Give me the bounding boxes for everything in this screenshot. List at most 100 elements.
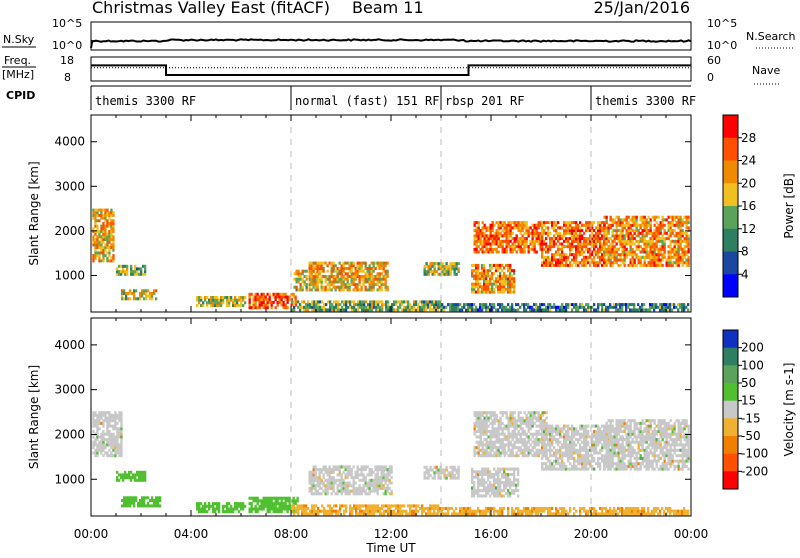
velocity-cell xyxy=(553,427,555,430)
velocity-cell xyxy=(500,441,502,444)
power-cell xyxy=(484,237,486,240)
velocity-cell xyxy=(543,430,545,433)
power-cell xyxy=(612,218,614,221)
power-cell xyxy=(595,253,597,256)
velocity-cell xyxy=(257,508,259,511)
colorbar-tick-label: 24 xyxy=(741,154,756,168)
power-cell xyxy=(632,264,634,267)
power-cell xyxy=(108,259,110,262)
power-cell xyxy=(509,288,511,291)
power-cell xyxy=(607,306,609,309)
velocity-cell xyxy=(508,454,510,457)
velocity-cell xyxy=(389,473,391,476)
power-cell xyxy=(321,278,323,281)
velocity-cell xyxy=(435,504,437,507)
power-cell xyxy=(662,234,664,237)
velocity-cell xyxy=(454,474,456,477)
colorbar-label: Power [dB] xyxy=(782,173,796,238)
power-cell xyxy=(541,243,543,246)
power-cell xyxy=(92,254,94,257)
power-cell xyxy=(545,256,547,259)
power-cell xyxy=(684,256,686,259)
power-cell xyxy=(343,303,345,306)
velocity-cell xyxy=(426,466,428,469)
velocity-cell xyxy=(114,427,116,430)
velocity-cell xyxy=(485,468,487,471)
velocity-cell xyxy=(102,435,104,438)
date-label: 25/Jan/2016 xyxy=(593,0,690,17)
velocity-cell xyxy=(359,479,361,482)
power-cell xyxy=(317,275,319,278)
velocity-cell xyxy=(267,510,269,513)
power-cell xyxy=(653,303,655,306)
power-cell xyxy=(551,261,553,264)
power-cell xyxy=(249,304,251,307)
power-cell xyxy=(110,209,112,212)
velocity-cell xyxy=(343,482,345,485)
velocity-cell xyxy=(482,411,484,414)
power-cell xyxy=(634,264,636,267)
power-cell xyxy=(541,237,543,240)
velocity-cell xyxy=(476,411,478,414)
velocity-cell xyxy=(371,507,373,510)
power-cell xyxy=(351,267,353,270)
power-cell xyxy=(658,216,660,219)
power-cell xyxy=(525,308,527,311)
power-cell xyxy=(387,288,389,291)
power-cell xyxy=(369,308,371,311)
power-cell xyxy=(381,264,383,267)
power-cell xyxy=(294,278,296,281)
velocity-cell xyxy=(321,482,323,485)
velocity-cell xyxy=(347,484,349,487)
power-cell xyxy=(283,301,285,304)
power-cell xyxy=(501,303,503,306)
power-cell xyxy=(351,283,353,286)
velocity-cell xyxy=(528,417,530,420)
velocity-cell xyxy=(379,510,381,513)
power-cell xyxy=(122,267,124,270)
velocity-cell xyxy=(490,452,492,455)
power-cell xyxy=(480,240,482,243)
velocity-cell xyxy=(345,473,347,476)
velocity-cell xyxy=(120,446,122,449)
power-cell xyxy=(321,267,323,270)
power-cell xyxy=(563,232,565,235)
power-cell xyxy=(668,229,670,232)
power-cell xyxy=(490,232,492,235)
power-cell xyxy=(585,224,587,227)
velocity-cell xyxy=(547,433,549,436)
velocity-cell xyxy=(357,490,359,493)
velocity-cell xyxy=(522,422,524,425)
power-cell xyxy=(676,248,678,251)
power-cell xyxy=(224,296,226,299)
velocity-cell xyxy=(329,476,331,479)
velocity-cell xyxy=(510,422,512,425)
velocity-cell xyxy=(486,419,488,422)
power-cell xyxy=(656,264,658,267)
power-cell xyxy=(373,275,375,278)
power-cell xyxy=(530,240,532,243)
power-cell xyxy=(640,261,642,264)
power-cell xyxy=(674,229,676,232)
power-cell xyxy=(104,249,106,252)
power-cell xyxy=(451,308,453,311)
velocity-cell xyxy=(315,476,317,479)
velocity-cell xyxy=(321,468,323,471)
power-cell xyxy=(585,303,587,306)
power-cell xyxy=(656,221,658,224)
velocity-cell xyxy=(569,435,571,438)
velocity-cell xyxy=(297,507,299,510)
velocity-cell xyxy=(343,465,345,468)
power-cell xyxy=(110,222,112,225)
velocity-cell xyxy=(349,490,351,493)
velocity-cell xyxy=(399,507,401,510)
velocity-cell xyxy=(487,486,489,489)
power-cell xyxy=(492,229,494,232)
power-cell xyxy=(329,303,331,306)
power-cell xyxy=(575,221,577,224)
velocity-cell xyxy=(311,504,313,507)
power-cell xyxy=(630,264,632,267)
velocity-cell xyxy=(524,443,526,446)
power-cell xyxy=(577,237,579,240)
velocity-cell xyxy=(329,482,331,485)
